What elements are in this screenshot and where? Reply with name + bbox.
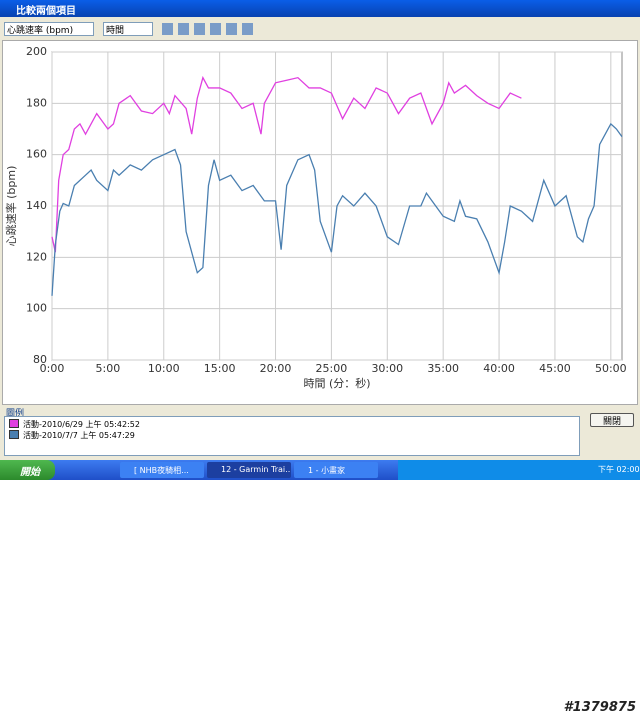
x-tick-label: 45:00: [539, 362, 571, 375]
y-tick-label: 180: [26, 96, 47, 109]
axis-select[interactable]: 時間: [103, 22, 153, 36]
x-tick-label: 20:00: [260, 362, 292, 375]
legend-label: 活動-2010/6/29 上午 05:42:52: [23, 420, 140, 429]
x-tick-label: 40:00: [483, 362, 515, 375]
x-tick-label: 5:00: [96, 362, 121, 375]
taskbar: 開始 [ NHB夜騎相... 12 - Garmin Trai... 1 - 小畫家…: [0, 460, 640, 480]
x-tick-label: 50:00: [595, 362, 627, 375]
y-tick-label: 120: [26, 250, 47, 263]
y-tick-label: 100: [26, 302, 47, 315]
toolbar-icons[interactable]: [162, 23, 257, 35]
watermark: #1379875: [563, 700, 636, 715]
legend-swatch: [9, 419, 19, 428]
title-bar: 比較兩個項目: [0, 0, 640, 17]
legend-entry[interactable]: 活動-2010/6/29 上午 05:42:52: [9, 419, 140, 429]
legend: 活動-2010/6/29 上午 05:42:52 活動-2010/7/7 上午 0…: [4, 416, 580, 456]
line-series: [51, 75, 522, 253]
x-tick-label: 0:00: [40, 362, 65, 375]
legend-title: 圖例: [6, 409, 25, 419]
x-tick-label: 35:00: [427, 362, 459, 375]
x-tick-label: 15:00: [204, 362, 236, 375]
y-tick-label: 80: [33, 353, 47, 366]
y-tick-label: 200: [26, 45, 47, 58]
tray: 下午 02:00: [398, 460, 640, 480]
legend-swatch: [9, 430, 19, 439]
y-tick-label: 160: [26, 148, 47, 161]
y-axis-label: 心跳速率 (bpm): [4, 166, 18, 247]
x-tick-label: 30:00: [371, 362, 403, 375]
task-button[interactable]: [ NHB夜騎相...: [120, 462, 204, 478]
task-list: [ NHB夜騎相... 12 - Garmin Trai... 1 - 小畫家: [120, 462, 400, 478]
x-tick-label: 10:00: [148, 362, 180, 375]
task-button[interactable]: 12 - Garmin Trai...: [207, 462, 291, 478]
line-series: [51, 122, 623, 296]
chart: 時間 (分：秒) 心跳速率 (bpm) 80 100 120 140 160 180 200…: [4, 45, 627, 390]
legend-label: 活動-2010/7/7 上午 05:47:29: [23, 431, 135, 440]
x-axis-label: 時間 (分：秒): [303, 376, 370, 390]
x-tick-label: 25:00: [316, 362, 348, 375]
metric-select[interactable]: 心跳速率 (bpm): [4, 22, 94, 36]
task-button[interactable]: 1 - 小畫家: [294, 462, 378, 478]
start-button[interactable]: 開始: [0, 460, 55, 480]
close-button[interactable]: 關閉: [590, 413, 634, 427]
legend-entry[interactable]: 活動-2010/7/7 上午 05:47:29: [9, 430, 135, 440]
y-tick-label: 140: [26, 199, 47, 212]
